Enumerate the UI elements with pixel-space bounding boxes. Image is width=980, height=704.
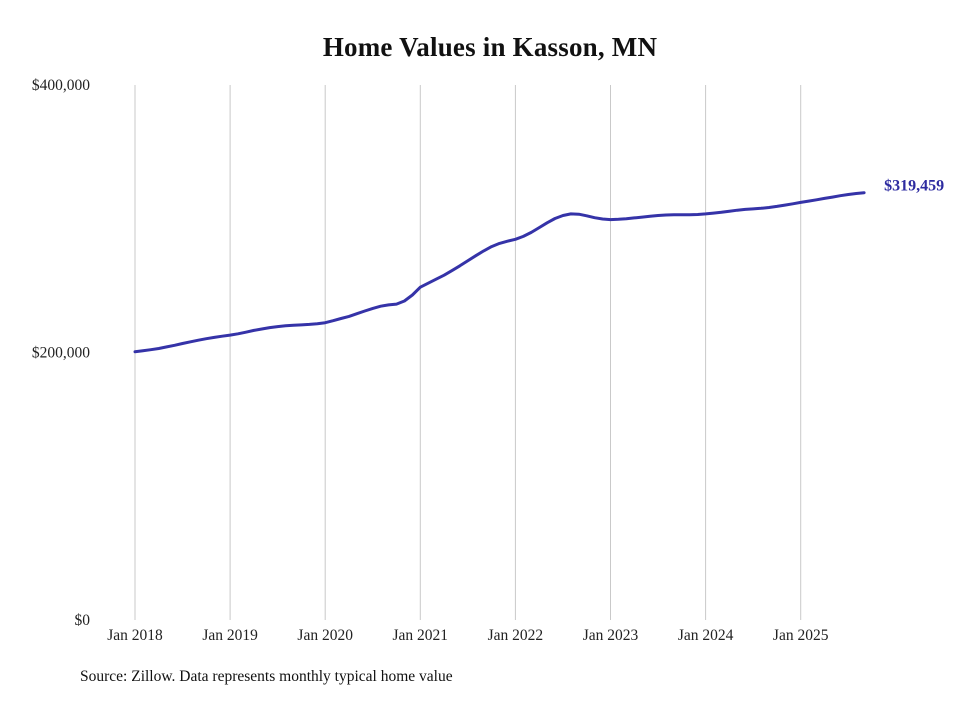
x-tick-label: Jan 2024 <box>678 627 734 644</box>
y-tick-label: $400,000 <box>32 77 90 94</box>
x-tick-label: Jan 2019 <box>202 627 258 644</box>
x-tick-label: Jan 2021 <box>393 627 449 644</box>
home-value-line <box>133 191 866 354</box>
y-tick-label: $200,000 <box>32 345 90 362</box>
x-tick-label: Jan 2020 <box>297 627 353 644</box>
x-tick-label: Jan 2023 <box>583 627 639 644</box>
end-value-label: $319,459 <box>884 178 944 195</box>
y-tick-label: $0 <box>75 612 91 629</box>
x-tick-label: Jan 2018 <box>107 627 163 644</box>
x-tick-label: Jan 2022 <box>488 627 544 644</box>
x-tick-label: Jan 2025 <box>773 627 829 644</box>
chart-title: Home Values in Kasson, MN <box>322 32 658 62</box>
source-note: Source: Zillow. Data represents monthly … <box>80 668 453 685</box>
